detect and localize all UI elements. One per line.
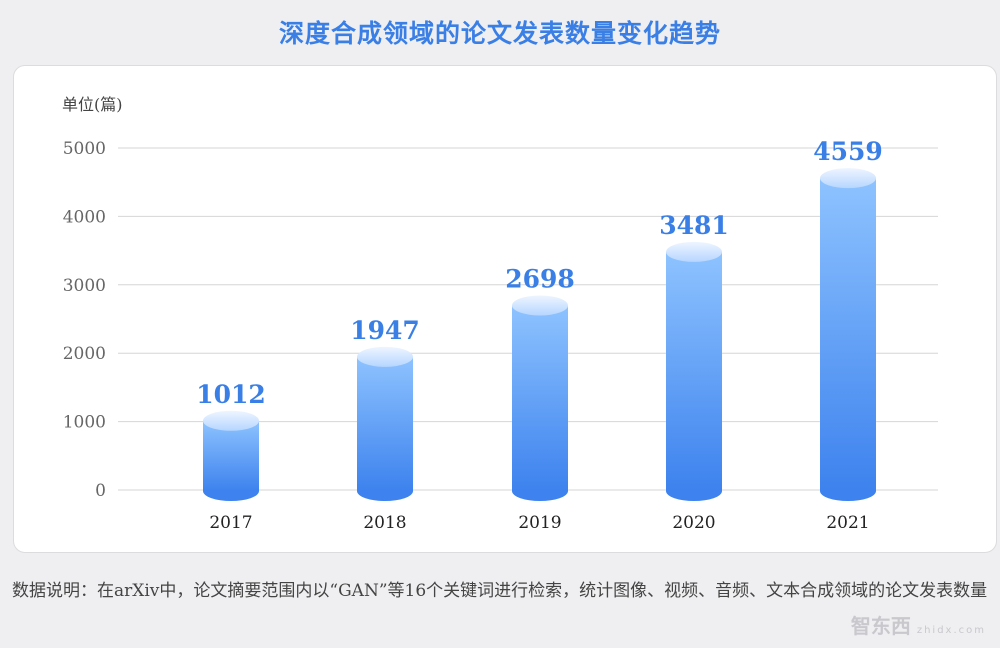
bar	[820, 178, 876, 491]
y-tick-label: 3000	[63, 276, 106, 296]
chart-title: 深度合成领域的论文发表数量变化趋势	[278, 19, 721, 48]
bar	[357, 356, 413, 491]
x-tick-label: 2020	[672, 513, 715, 533]
bar	[203, 420, 259, 491]
watermark-logo: 智东西 zhidx.com	[851, 609, 986, 643]
y-tick-label: 4000	[63, 207, 106, 227]
bar-top	[512, 295, 568, 316]
bar-top	[357, 346, 413, 367]
x-tick-label: 2017	[209, 513, 252, 533]
data-label: 3481	[659, 211, 729, 240]
x-tick-label: 2018	[363, 513, 406, 533]
y-axis-label: 单位(篇)	[62, 95, 123, 114]
data-note: 数据说明：在arXiv中，论文摘要范围内以“GAN”等16个关键词进行检索，统计…	[12, 581, 988, 601]
y-tick-label: 1000	[63, 413, 106, 433]
y-tick-label: 5000	[63, 139, 106, 159]
watermark-sub: zhidx.com	[916, 625, 986, 636]
bar	[512, 305, 568, 491]
data-label: 4559	[813, 137, 883, 166]
bar	[666, 251, 722, 491]
y-tick-label: 2000	[63, 344, 106, 364]
data-label: 1947	[350, 316, 420, 345]
data-label: 2698	[505, 264, 575, 293]
bar-top	[666, 241, 722, 262]
x-tick-label: 2019	[518, 513, 561, 533]
data-label: 1012	[196, 380, 266, 409]
y-tick-label: 0	[95, 481, 106, 501]
x-tick-label: 2021	[826, 513, 869, 533]
bar-top	[820, 168, 876, 189]
bar-top	[203, 410, 259, 431]
watermark-text: 智东西	[850, 614, 911, 638]
